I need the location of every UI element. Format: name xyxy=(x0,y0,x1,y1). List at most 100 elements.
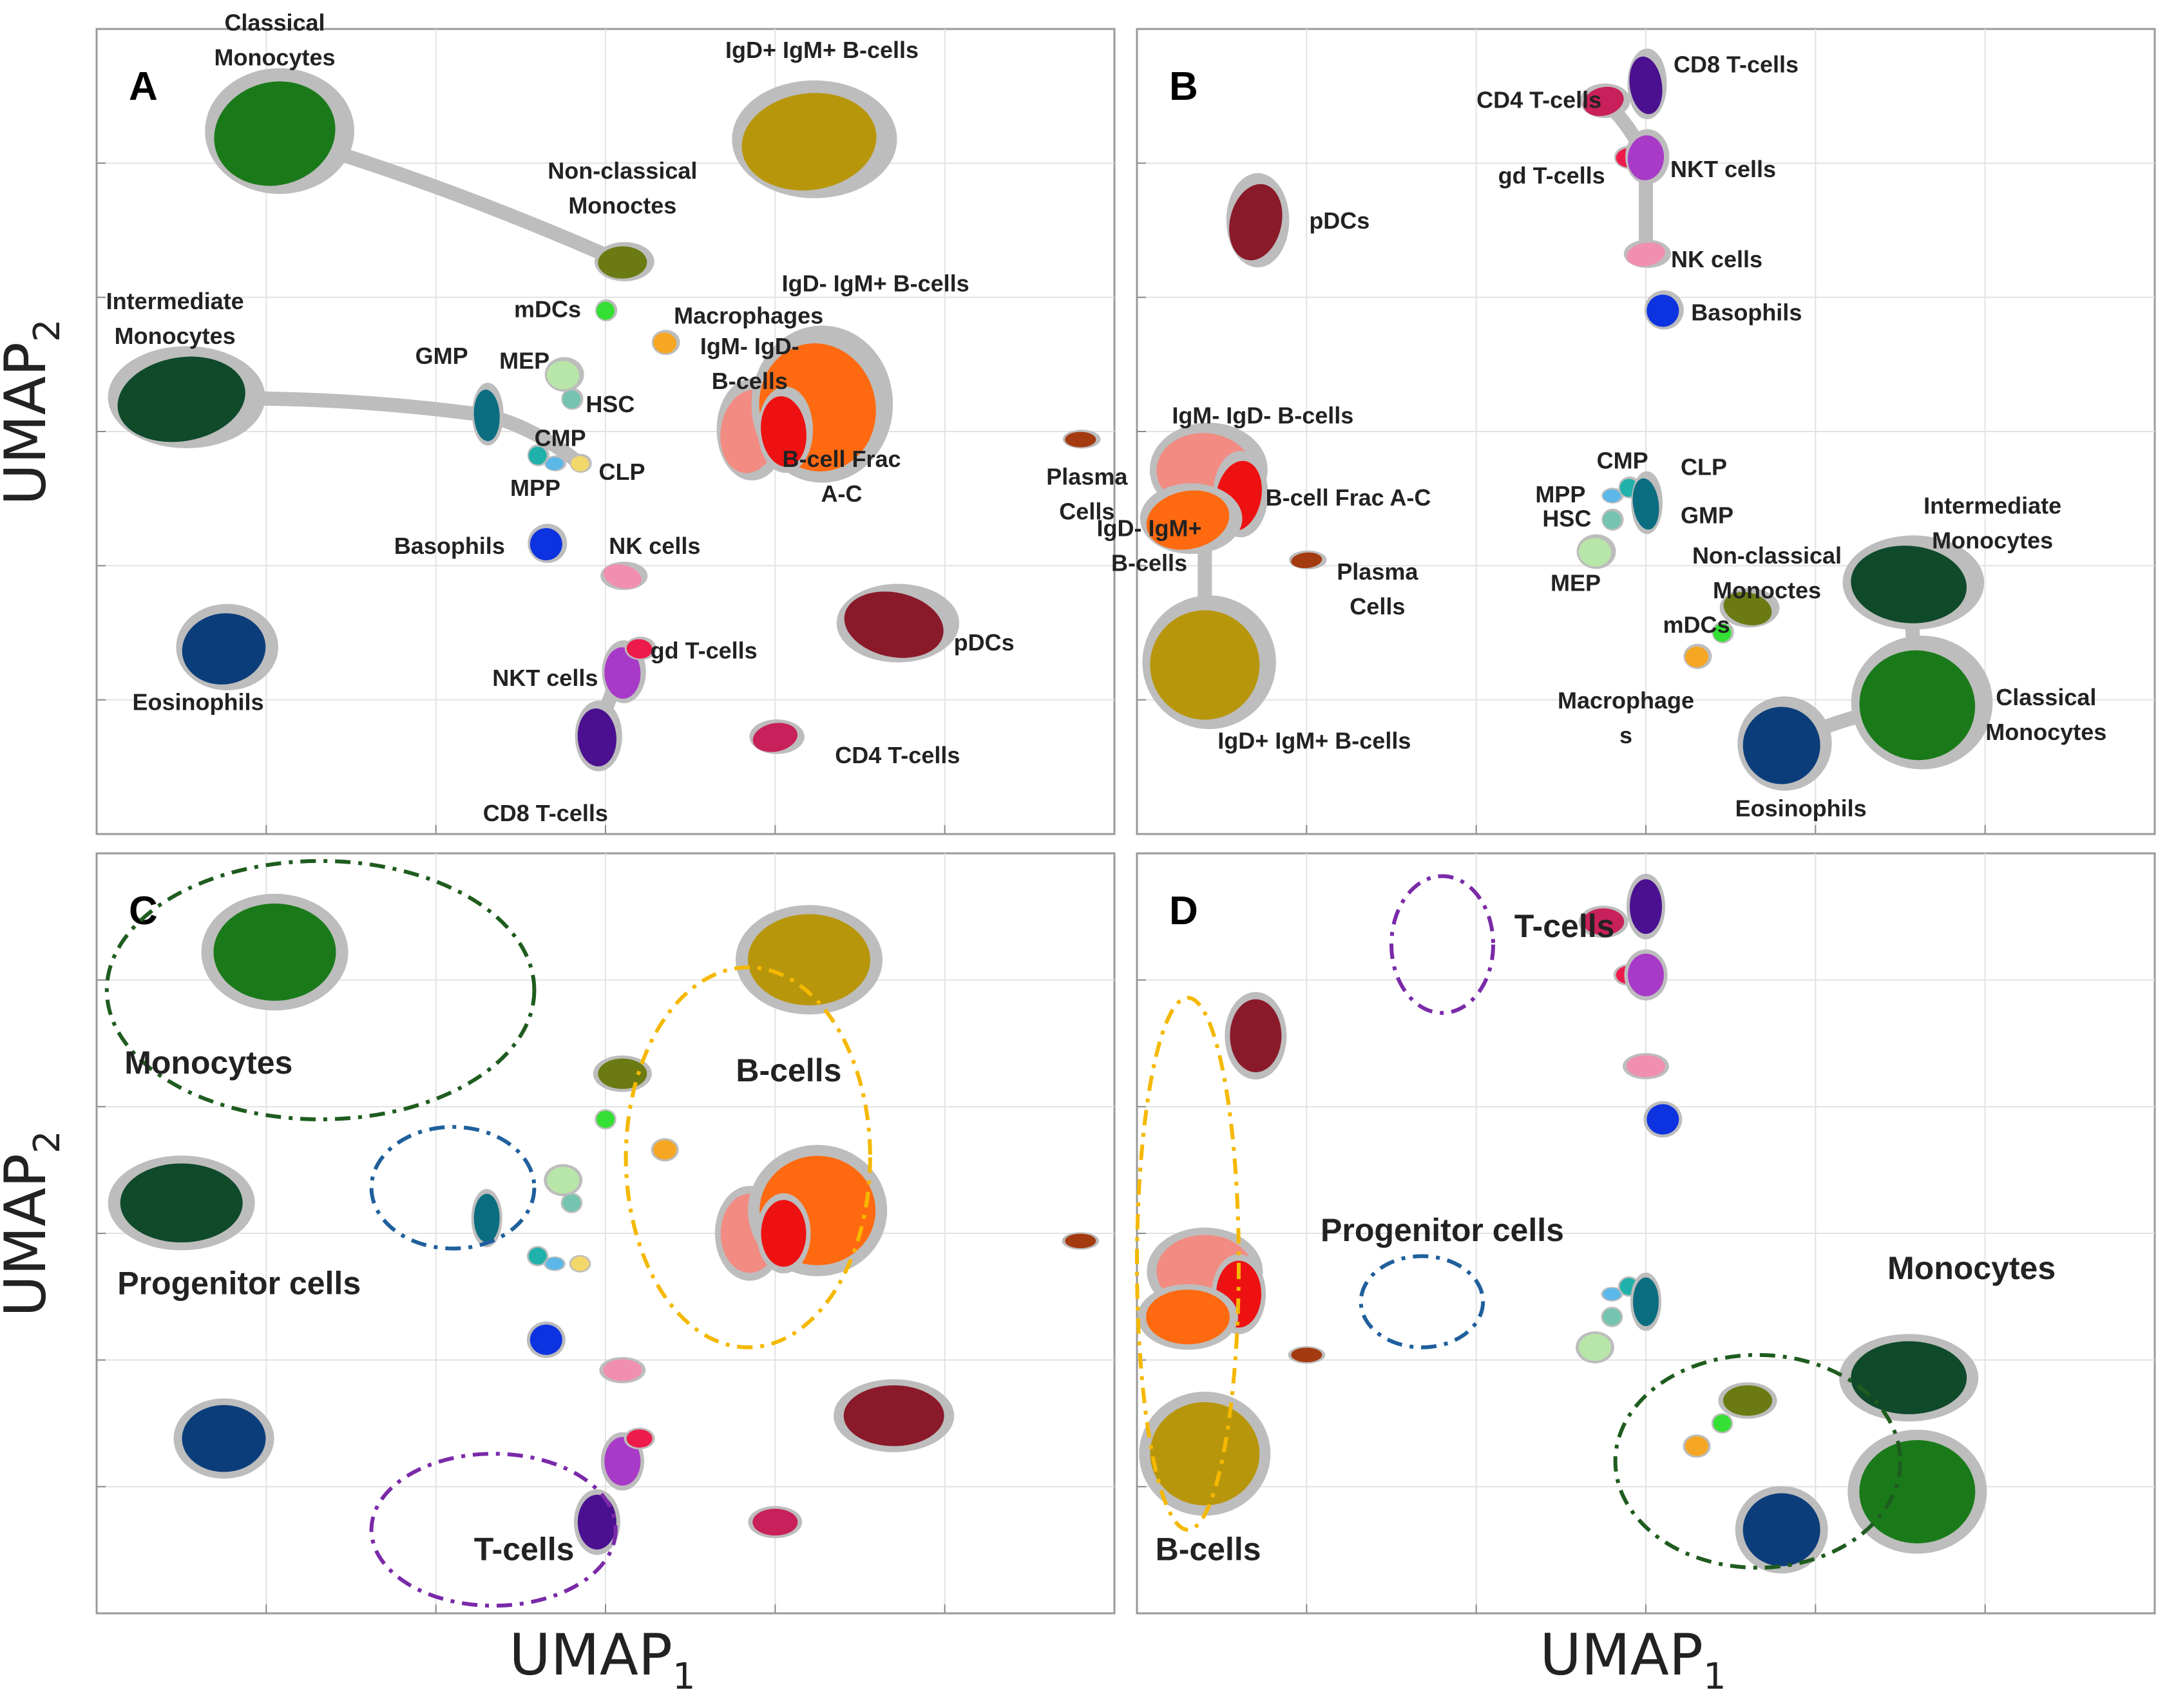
cluster-label-mpp: MPP xyxy=(1535,481,1585,508)
cluster-point xyxy=(1065,432,1096,448)
cluster-label-plasma-cells: Plasma Cells xyxy=(1337,558,1418,620)
cluster-label-igd-igm-b-cells: IgD- IgM+ B-cells xyxy=(782,270,969,297)
cluster-point xyxy=(1603,1287,1621,1300)
cluster-nk-cells xyxy=(1623,240,1671,269)
cluster-point xyxy=(214,81,336,186)
cluster-point xyxy=(1742,707,1820,784)
cluster-intermediate-monocytes xyxy=(1842,535,1985,630)
cluster-point xyxy=(603,1359,642,1381)
cluster-point xyxy=(530,528,562,560)
cluster-basophils xyxy=(1643,1101,1683,1138)
cluster-plasma-cells xyxy=(1062,430,1101,449)
cluster-igd-igm-b-cells xyxy=(732,80,897,198)
cluster-non-classical-monoctes xyxy=(1718,1382,1777,1419)
cluster-cd8-t-cells xyxy=(575,700,622,772)
cluster-cd8-t-cells xyxy=(573,1489,620,1555)
cluster-point xyxy=(761,396,807,467)
cluster-point xyxy=(1632,478,1659,530)
cluster-point xyxy=(577,708,616,766)
cluster-point xyxy=(1851,1341,1967,1414)
cluster-point xyxy=(741,93,877,191)
group-outline-b-cells xyxy=(1135,996,1241,1532)
cluster-point xyxy=(653,332,677,354)
cluster-macrophages xyxy=(651,330,680,356)
cluster-cd4-t-cells xyxy=(749,719,805,754)
cluster-classical-monocytes xyxy=(205,68,354,195)
cluster-macrophages xyxy=(1683,643,1712,669)
group-label-progenitor-cells: Progenitor cells xyxy=(117,1265,361,1301)
cluster-point xyxy=(546,457,564,471)
cluster-plasma-cells xyxy=(1288,550,1327,570)
cluster-label-nk-cells: NK cells xyxy=(1671,246,1762,272)
group-outline-monocytes xyxy=(104,859,537,1122)
cluster-label-intermediate-monocytes: Intermediate Monocytes xyxy=(1924,493,2061,554)
cluster-gmp xyxy=(1631,471,1663,535)
cluster-point xyxy=(1859,1439,1976,1544)
group-label-b-cells: B-cells xyxy=(1156,1531,1261,1567)
cluster-label-classical-monocytes: Classical Monocytes xyxy=(1985,684,2106,745)
y-axis-title-bottom: UMAP2 xyxy=(0,1130,68,1316)
panel-a-clusters xyxy=(108,68,1101,772)
cluster-gmp xyxy=(1630,1272,1661,1331)
cluster-label-eosinophils: Eosinophils xyxy=(132,689,263,716)
cluster-point xyxy=(547,1166,580,1194)
cluster-point xyxy=(604,1437,641,1486)
cluster-label-cd4-t-cells: CD4 T-cells xyxy=(835,742,960,768)
cluster-label-cd8-t-cells: CD8 T-cells xyxy=(483,800,608,826)
cluster-label-pdcs: pDCs xyxy=(954,629,1015,656)
cluster-label-clp: CLP xyxy=(599,459,645,485)
cluster-igd-igm-b-cells xyxy=(1138,1284,1238,1350)
cluster-label-mpp: MPP xyxy=(510,475,560,501)
cluster-plasma-cells xyxy=(1288,1346,1326,1364)
cluster-point xyxy=(577,1494,616,1550)
group-label-t-cells: T-cells xyxy=(1514,908,1615,944)
cluster-mpp xyxy=(1601,1287,1623,1302)
cluster-point xyxy=(547,361,580,390)
cluster-non-classical-monoctes xyxy=(595,242,654,281)
cluster-pdcs xyxy=(1225,992,1287,1080)
panel-d: D T-cells Progenitor cells Monocytes B-cells xyxy=(1135,852,2156,1615)
cluster-cd4-t-cells xyxy=(1578,906,1628,938)
cluster-label-cmp: CMP xyxy=(535,425,586,451)
cluster-label-gd-t-cells: gd T-cells xyxy=(651,638,758,664)
panel-D-letter: D xyxy=(1169,889,1198,933)
cluster-point xyxy=(752,1508,798,1536)
cluster-gmp xyxy=(471,1189,502,1248)
cluster-label-b-cell-frac-a-c: B-cell Frac A-C xyxy=(782,446,901,507)
cluster-mep xyxy=(544,357,584,392)
x-axis-title-left: UMAP1 xyxy=(509,1622,695,1698)
cluster-eosinophils xyxy=(176,603,279,690)
cluster-point xyxy=(562,390,581,408)
cluster-point xyxy=(597,1110,615,1128)
cluster-point xyxy=(1628,953,1664,996)
cluster-mep xyxy=(544,1164,583,1197)
cluster-eosinophils xyxy=(1737,696,1832,791)
cluster-point xyxy=(748,914,870,1005)
cluster-pdcs xyxy=(836,584,960,663)
panel-B-letter: B xyxy=(1169,64,1198,109)
cluster-label-non-classical-monoctes: Non-classical Monoctes xyxy=(1692,542,1842,603)
cluster-point xyxy=(1723,1385,1772,1416)
cluster-pdcs xyxy=(834,1379,955,1452)
cluster-cmp xyxy=(527,444,549,466)
cluster-cd4-t-cells xyxy=(1580,83,1630,119)
cluster-label-hsc: HSC xyxy=(1542,506,1591,532)
cluster-label-mdcs: mDCs xyxy=(1663,612,1730,638)
cluster-point xyxy=(1627,135,1665,180)
cluster-point xyxy=(1633,1277,1659,1326)
panel-a: A Classical Monocytes IgD+ IgM+ B-cells Non-… xyxy=(95,10,1128,835)
cluster-b-cell-frac-a-c xyxy=(756,1193,811,1274)
cluster-point xyxy=(1603,1308,1621,1326)
cluster-point xyxy=(1627,1055,1665,1077)
cluster-point xyxy=(546,1257,564,1270)
cluster-igd-igm-b-cells xyxy=(1139,1391,1271,1516)
cluster-mpp xyxy=(544,1256,566,1271)
cluster-label-igd-igm-b-cells: IgD+ IgM+ B-cells xyxy=(725,37,919,63)
cluster-mep xyxy=(1576,1331,1614,1363)
cluster-point xyxy=(1146,490,1230,550)
group-outline-t-cells xyxy=(369,1452,618,1608)
cluster-label-cmp: CMP xyxy=(1597,448,1648,474)
group-label-t-cells: T-cells xyxy=(474,1531,575,1567)
cluster-classical-monocytes xyxy=(1851,636,1993,770)
